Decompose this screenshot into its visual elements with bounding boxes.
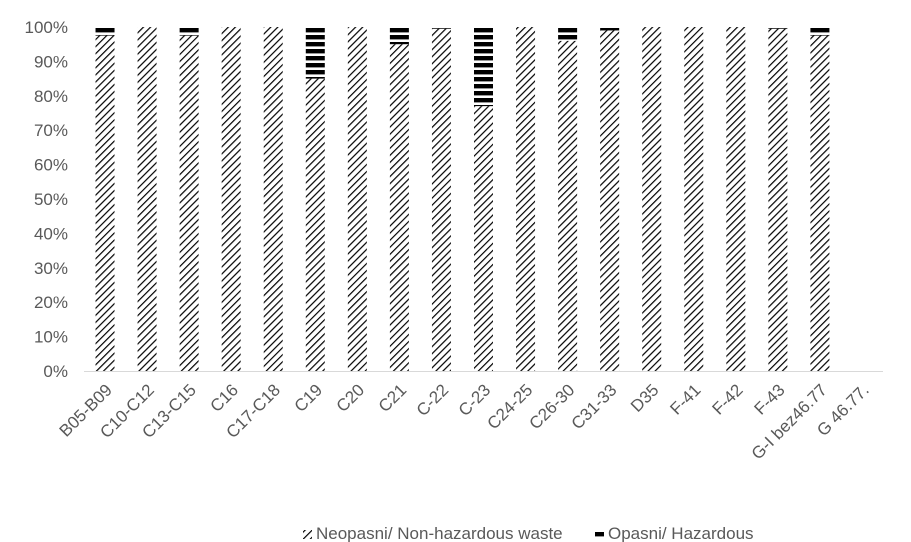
bar-segment-non-hazardous [305,78,325,371]
y-tick-label: 40% [34,224,68,243]
legend: Neopasni/ Non-hazardous waste Opasni/ Ha… [303,524,754,542]
y-tick-label: 100% [25,18,68,37]
bar-segment-non-hazardous [347,27,367,371]
bar-segment-hazardous [474,27,493,107]
bar-segment-non-hazardous [389,44,409,371]
bar-segment-hazardous [179,27,199,36]
bar-segment-hazardous [389,27,409,45]
bar-segment-non-hazardous [263,27,283,371]
bar-segment-hazardous [431,27,451,29]
x-tick-label: C19 [291,380,326,415]
x-tick-label: C24-25 [484,380,537,433]
bar-segment-hazardous [95,27,115,36]
bar-segment-hazardous [558,27,578,41]
legend-item-hazardous: Opasni/ Hazardous [595,524,754,542]
bar-segment-non-hazardous [810,35,830,371]
bar-segment-hazardous [305,27,325,79]
legend-swatch-non-hazardous [303,530,312,539]
bar-segment-non-hazardous [642,27,662,371]
legend-swatch-hazardous [595,530,604,539]
bar-segment-non-hazardous [179,35,199,371]
legend-item-non-hazardous: Neopasni/ Non-hazardous waste [303,524,563,542]
y-tick-label: 80% [34,87,68,106]
bar-segment-non-hazardous [431,28,451,371]
y-tick-label: 0% [43,362,68,381]
x-tick-label: C-22 [413,380,452,419]
bar-segment-hazardous [810,27,830,36]
y-tick-label: 20% [34,293,68,312]
x-tick-label: F-42 [708,380,746,418]
bars [95,27,830,372]
legend-label-non-hazardous: Neopasni/ Non-hazardous waste [316,524,563,542]
x-tick-label: F-43 [751,380,789,418]
x-tick-label: C20 [333,380,368,415]
y-tick-label: 30% [34,259,68,278]
x-tick-label: C26-30 [526,380,579,433]
bar-segment-hazardous [600,27,620,31]
bar-segment-non-hazardous [137,27,157,371]
bar-segment-non-hazardous [95,35,115,371]
x-tick-label: C31-33 [568,380,621,433]
bar-segment-non-hazardous [726,27,746,371]
x-tick-label: D35 [627,380,662,415]
bar-segment-non-hazardous [474,106,493,372]
x-tick-label: F-41 [666,380,704,418]
bar-segment-non-hazardous [516,27,536,371]
bar-segment-hazardous [768,27,788,29]
y-tick-label: 60% [34,156,68,175]
bar-segment-non-hazardous [558,40,578,371]
bar-segment-non-hazardous [684,27,704,371]
x-tick-label: C21 [375,380,410,415]
y-tick-label: 70% [34,121,68,140]
legend-label-hazardous: Opasni/ Hazardous [608,524,754,542]
bar-segment-non-hazardous [221,27,241,371]
bar-segment-non-hazardous [768,28,788,371]
y-tick-label: 50% [34,190,68,209]
y-axis: 0% 10% 20% 30% 40% 50% 60% 70% 80% 90% 100% [25,18,68,381]
y-tick-label: 90% [34,52,68,71]
y-tick-label: 10% [34,328,68,347]
bar-segment-non-hazardous [600,30,620,371]
x-tick-label: C16 [207,380,242,415]
